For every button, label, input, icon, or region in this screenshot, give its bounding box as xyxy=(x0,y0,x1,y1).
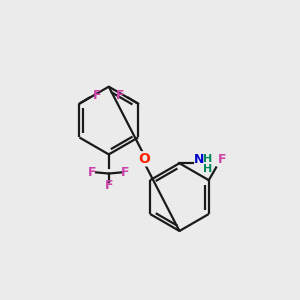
Text: F: F xyxy=(116,89,124,102)
Text: O: O xyxy=(138,152,150,166)
Text: H: H xyxy=(203,154,212,164)
Text: H: H xyxy=(203,164,212,173)
Text: F: F xyxy=(121,166,129,179)
Text: N: N xyxy=(194,153,205,166)
Text: F: F xyxy=(93,89,102,102)
Text: F: F xyxy=(218,153,226,166)
Text: F: F xyxy=(88,166,97,179)
Text: F: F xyxy=(104,179,113,192)
